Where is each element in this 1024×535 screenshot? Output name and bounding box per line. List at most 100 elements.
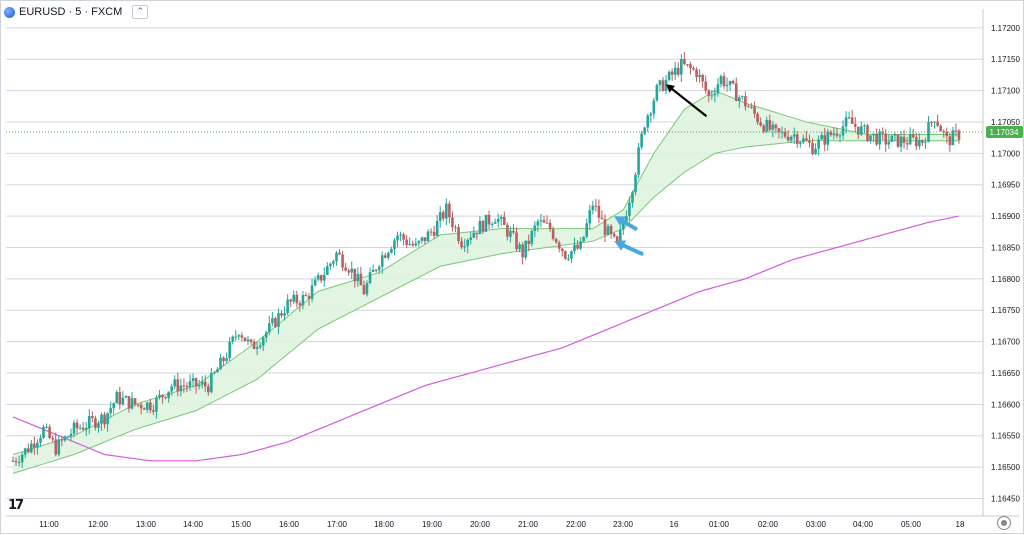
candle-body [454, 227, 457, 229]
annotation-arrows [614, 84, 707, 256]
candle-body [661, 80, 665, 91]
candle-body [524, 240, 527, 258]
candle-body [356, 273, 360, 282]
candle-body [496, 218, 500, 223]
candle-body [487, 214, 491, 225]
x-tick-label: 05:00 [901, 520, 922, 529]
candle-body [228, 341, 231, 359]
candle-body [573, 244, 576, 252]
candle-body [860, 126, 863, 135]
chevron-up-icon[interactable]: ⌃ [132, 5, 149, 19]
candle-body [405, 239, 408, 245]
candle-body [213, 372, 216, 374]
candle-body [438, 212, 442, 221]
candle-body [853, 123, 857, 127]
candle-body [881, 131, 885, 134]
candle-body [173, 379, 177, 387]
candle-body [698, 74, 701, 78]
candle-body [808, 140, 811, 144]
candle-body [164, 397, 167, 399]
candle-body [695, 69, 698, 78]
candle-body [704, 81, 708, 91]
candle-body [930, 122, 933, 124]
x-tick-label: 21:00 [518, 520, 539, 529]
candle-body [829, 131, 833, 136]
candle-body [887, 141, 891, 145]
candle-body [728, 80, 732, 85]
candle-body [329, 263, 332, 267]
candle-body [737, 97, 741, 102]
candle-body [509, 231, 512, 237]
candle-body [319, 275, 323, 281]
candle-body [914, 137, 918, 147]
candle-body [286, 299, 289, 314]
candle-body [744, 96, 747, 107]
candle-body [341, 254, 344, 268]
candle-body [414, 243, 418, 246]
y-tick-label: 1.16600 [991, 400, 1020, 409]
candle-body [713, 93, 717, 96]
candle-body [484, 214, 488, 232]
candle-body [545, 222, 549, 224]
candle-body [680, 58, 683, 75]
y-tick-label: 1.16750 [991, 306, 1020, 315]
candle-body [399, 234, 402, 236]
candle-body [243, 337, 247, 341]
candle-body [683, 58, 686, 65]
price-axis[interactable]: 1.17200 1.17150 1.17100 1.17050 1.17000 1.169… [6, 9, 1023, 516]
candle-body [799, 142, 802, 145]
candle-body [560, 248, 564, 252]
candle-body [579, 241, 582, 249]
candle-body [115, 392, 119, 404]
candle-body [72, 422, 76, 434]
candle-body [402, 234, 405, 240]
x-tick-label: 04:00 [853, 520, 874, 529]
candle-body [313, 279, 317, 286]
candle-body [506, 224, 509, 237]
candle-body [322, 274, 326, 281]
candle-body [795, 134, 799, 145]
candle-body [268, 323, 271, 333]
candle-body [472, 232, 476, 238]
moving-average-band [12, 90, 959, 474]
candle-body [377, 266, 381, 271]
candle-body [652, 100, 656, 114]
candle-body [719, 76, 723, 85]
candle-body [197, 384, 201, 387]
candle-body [512, 231, 515, 233]
candle-body [771, 124, 775, 130]
candle-body [710, 95, 714, 97]
candle-body [203, 381, 207, 387]
settings-icon[interactable] [997, 516, 1011, 530]
x-tick-label: 14:00 [183, 520, 204, 529]
annotation-arrow-head [614, 240, 627, 251]
candle-body [902, 136, 906, 144]
x-tick-label: 20:00 [470, 520, 491, 529]
candle-body [777, 128, 781, 132]
candle-body [91, 416, 94, 419]
symbol-header[interactable]: EURUSD · 5 · FXCM ⌃ [4, 4, 149, 20]
y-tick-label: 1.16950 [991, 181, 1020, 190]
candle-body [23, 448, 27, 455]
candle-body [878, 131, 881, 145]
annotation-arrow-shaft [669, 86, 707, 117]
candle-body [451, 217, 454, 228]
candle-body [576, 244, 579, 249]
candle-body [896, 134, 900, 147]
x-tick-label: 02:00 [758, 520, 779, 529]
candle-body [692, 68, 695, 70]
candle-body [222, 357, 225, 362]
candle-body [823, 135, 827, 145]
candle-body [707, 90, 711, 96]
candle-body [390, 249, 393, 253]
candle-body [765, 120, 769, 132]
time-axis[interactable]: 11:00 12:00 13:00 14:00 15:00 16:00 17:00 18:00… [6, 515, 1019, 529]
candle-body [521, 244, 524, 258]
candle-body [564, 251, 567, 259]
candle-body [39, 437, 42, 443]
candle-body [234, 336, 238, 338]
candle-body [536, 221, 540, 226]
candle-body [631, 192, 634, 203]
candle-body [368, 272, 372, 284]
